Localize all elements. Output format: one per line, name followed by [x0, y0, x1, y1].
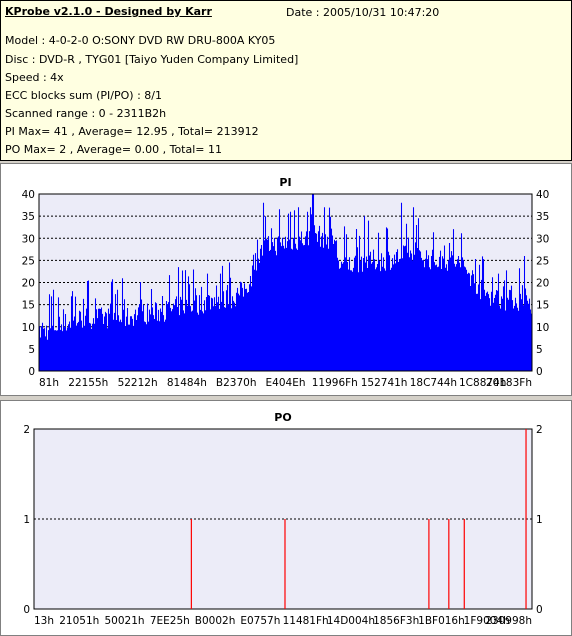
- pi-y-tick-right: 25: [536, 255, 549, 267]
- po-chart: PO 0 0 1 1 2 2 13h 21051h 50021h 7EE25h B0002h E0757…: [23, 411, 543, 627]
- pi-plot-border: [38, 193, 533, 372]
- pi-y-tick-left: 30: [22, 233, 35, 245]
- pi-y-tick-right: 40: [536, 189, 549, 201]
- po-plot-border: [33, 428, 533, 610]
- po-x-tick: 11481Fh: [283, 615, 329, 627]
- po-stats-line: PO Max= 2 , Average= 0.00 , Total= 11: [5, 143, 222, 156]
- po-y-tick-left: 0: [23, 604, 30, 616]
- ecc-line: ECC blocks sum (PI/PO) : 8/1: [5, 89, 162, 102]
- pi-x-tick: 152741h: [361, 377, 408, 389]
- po-x-tick: 13h: [34, 615, 54, 627]
- pi-y-tick-right: 10: [536, 322, 549, 334]
- scan-date: Date : 2005/10/31 10:47:20: [286, 6, 440, 19]
- pi-x-tick: 18C744h: [410, 377, 457, 389]
- po-x-tick: E0757h: [240, 615, 280, 627]
- po-y-tick-left: 2: [23, 424, 30, 436]
- pi-x-tick: 81484h: [167, 377, 207, 389]
- pi-x-tick: 1C8874h: [459, 377, 506, 389]
- po-x-tick: 230998h: [485, 615, 532, 627]
- po-y-tick-right: 1: [536, 514, 543, 526]
- pi-y-tick-left: 40: [22, 189, 35, 201]
- pi-y-tick-right: 5: [536, 344, 543, 356]
- pi-y-tick-left: 10: [22, 322, 35, 334]
- po-x-tick: 14D004h: [327, 615, 375, 627]
- pi-y-tick-right: 30: [536, 233, 549, 245]
- pi-x-tick: E404Eh: [266, 377, 306, 389]
- pi-x-tick: 20183Fh: [486, 377, 532, 389]
- pi-x-tick: 81h: [39, 377, 59, 389]
- pi-x-tick: B2370h: [216, 377, 257, 389]
- po-x-tick: B0002h: [195, 615, 236, 627]
- pi-y-tick-right: 20: [536, 278, 549, 290]
- pi-chart: PI 0 0 5 5 10 10 15 15 20 20 25 25 30 30 35 35 40 40 81h 221…: [22, 176, 550, 389]
- pi-y-tick-left: 5: [28, 344, 35, 356]
- pi-y-tick-right: 0: [536, 366, 543, 378]
- po-y-tick-right: 2: [536, 424, 543, 436]
- pi-x-tick: 52212h: [118, 377, 158, 389]
- po-chart-panel: PO 0 0 1 1 2 2 13h 21051h 50021h 7EE25h B0002h E0757…: [0, 400, 572, 636]
- info-panel: KProbe v2.1.0 - Designed by Karr Date : …: [0, 0, 572, 161]
- pi-y-tick-left: 35: [22, 211, 35, 223]
- po-y-tick-right: 0: [536, 604, 543, 616]
- po-y-tick-left: 1: [23, 514, 30, 526]
- po-x-tick: 1F9004h: [464, 615, 510, 627]
- pi-y-tick-left: 15: [22, 300, 35, 312]
- pi-x-tick: 11996Fh: [312, 377, 358, 389]
- range-line: Scanned range : 0 - 2311B2h: [5, 107, 167, 120]
- app-title: KProbe v2.1.0 - Designed by Karr: [5, 5, 212, 18]
- pi-y-tick-left: 25: [22, 255, 35, 267]
- pi-y-tick-left: 20: [22, 278, 35, 290]
- po-x-tick: 1856F3h: [373, 615, 419, 627]
- pi-x-tick: 22155h: [68, 377, 108, 389]
- po-chart-title: PO: [274, 411, 291, 424]
- disc-line: Disc : DVD-R , TYG01 [Taiyo Yuden Compan…: [5, 53, 299, 66]
- po-x-tick: 21051h: [59, 615, 99, 627]
- po-x-tick: 1BF016h: [418, 615, 465, 627]
- po-x-tick: 50021h: [105, 615, 145, 627]
- pi-chart-title: PI: [279, 176, 291, 189]
- pi-chart-panel: PI 0 0 5 5 10 10 15 15 20 20 25 25 30 30 35 35 40 40 81h 221…: [0, 163, 572, 396]
- pi-y-tick-left: 0: [28, 366, 35, 378]
- pi-y-tick-right: 15: [536, 300, 549, 312]
- po-x-tick: 7EE25h: [150, 615, 190, 627]
- pi-stats-line: PI Max= 41 , Average= 12.95 , Total= 213…: [5, 125, 259, 138]
- model-line: Model : 4-0-2-0 O:SONY DVD RW DRU-800A K…: [5, 34, 276, 47]
- speed-line: Speed : 4x: [5, 71, 64, 84]
- pi-y-tick-right: 35: [536, 211, 549, 223]
